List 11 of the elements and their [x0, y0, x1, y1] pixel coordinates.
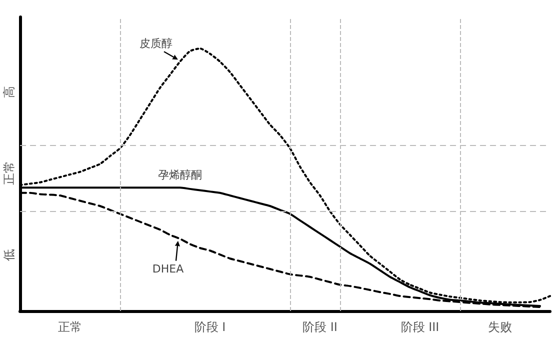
x-tick-label: 阶段 III — [400, 320, 440, 334]
series-label: 皮质醇 — [140, 37, 172, 50]
legend-label: DHEA — [152, 262, 184, 276]
series-label: 孕烯醇酮 — [158, 168, 202, 182]
x-tick-label: 阶段 I — [194, 320, 226, 334]
x-tick-label: 阶段 II — [302, 320, 338, 334]
x-tick-label: 正常 — [58, 320, 82, 334]
text: 高 — [2, 86, 16, 98]
x-tick-label: 失败 — [488, 320, 512, 334]
text: 低 — [2, 249, 16, 261]
text: 正常 — [2, 161, 16, 185]
